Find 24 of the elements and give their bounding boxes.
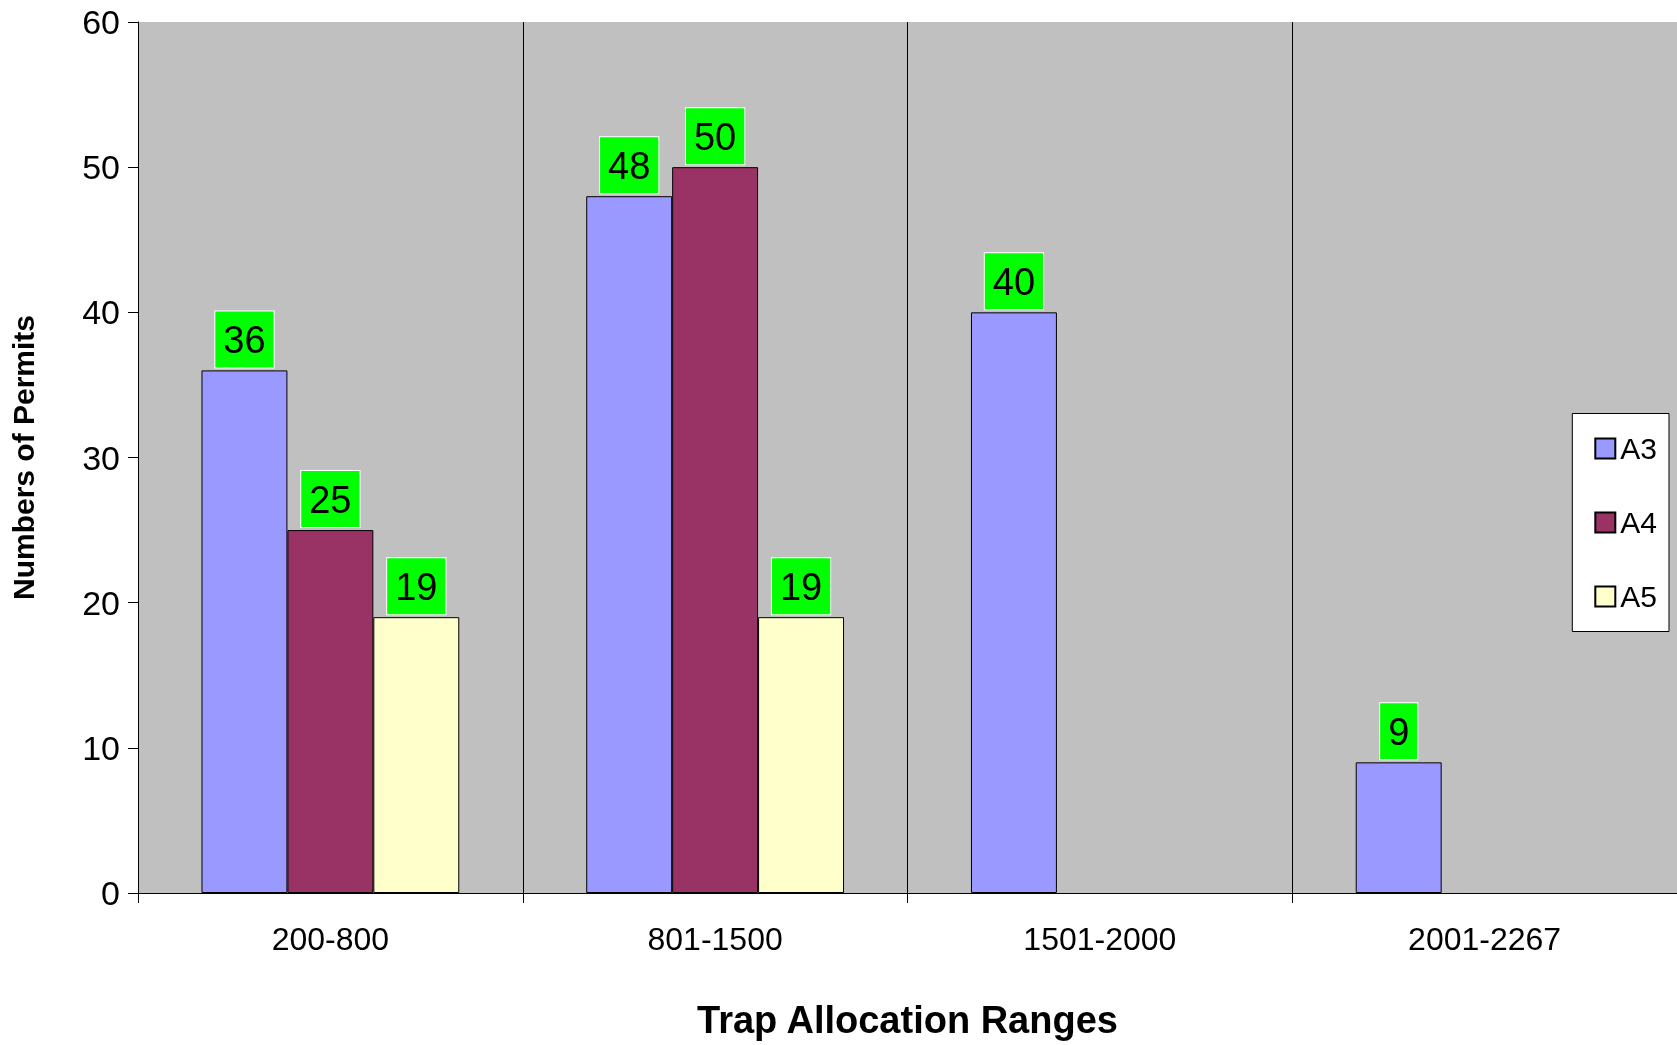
y-axis-title: Numbers of Permits [6, 314, 40, 601]
y-tick-label: 20 [82, 583, 120, 622]
data-label: 9 [1388, 711, 1410, 754]
y-tick-label: 0 [101, 874, 120, 912]
y-tick-label: 50 [82, 148, 120, 187]
data-label: 50 [693, 116, 737, 159]
legend-label: A3 [1620, 432, 1658, 465]
y-tick-label: 60 [82, 3, 120, 41]
data-label: 25 [309, 479, 352, 522]
data-label: 48 [608, 145, 651, 188]
legend-label: A5 [1620, 580, 1658, 613]
data-label: 19 [395, 566, 438, 609]
x-tick-label: 801-1500 [647, 921, 783, 957]
y-tick-label: 40 [82, 293, 120, 332]
data-label: 19 [779, 566, 823, 609]
y-tick-label: 30 [82, 438, 120, 477]
x-tick-label: 1501-2000 [1023, 921, 1177, 957]
data-label: 36 [223, 319, 266, 362]
y-tick-label: 10 [82, 728, 120, 767]
x-tick-label: 200-800 [271, 921, 390, 957]
data-label: 40 [992, 261, 1036, 304]
x-axis-title: Trap Allocation Ranges [697, 999, 1118, 1041]
x-tick-label: 2001-2267 [1408, 921, 1562, 957]
legend-label: A4 [1620, 506, 1658, 539]
